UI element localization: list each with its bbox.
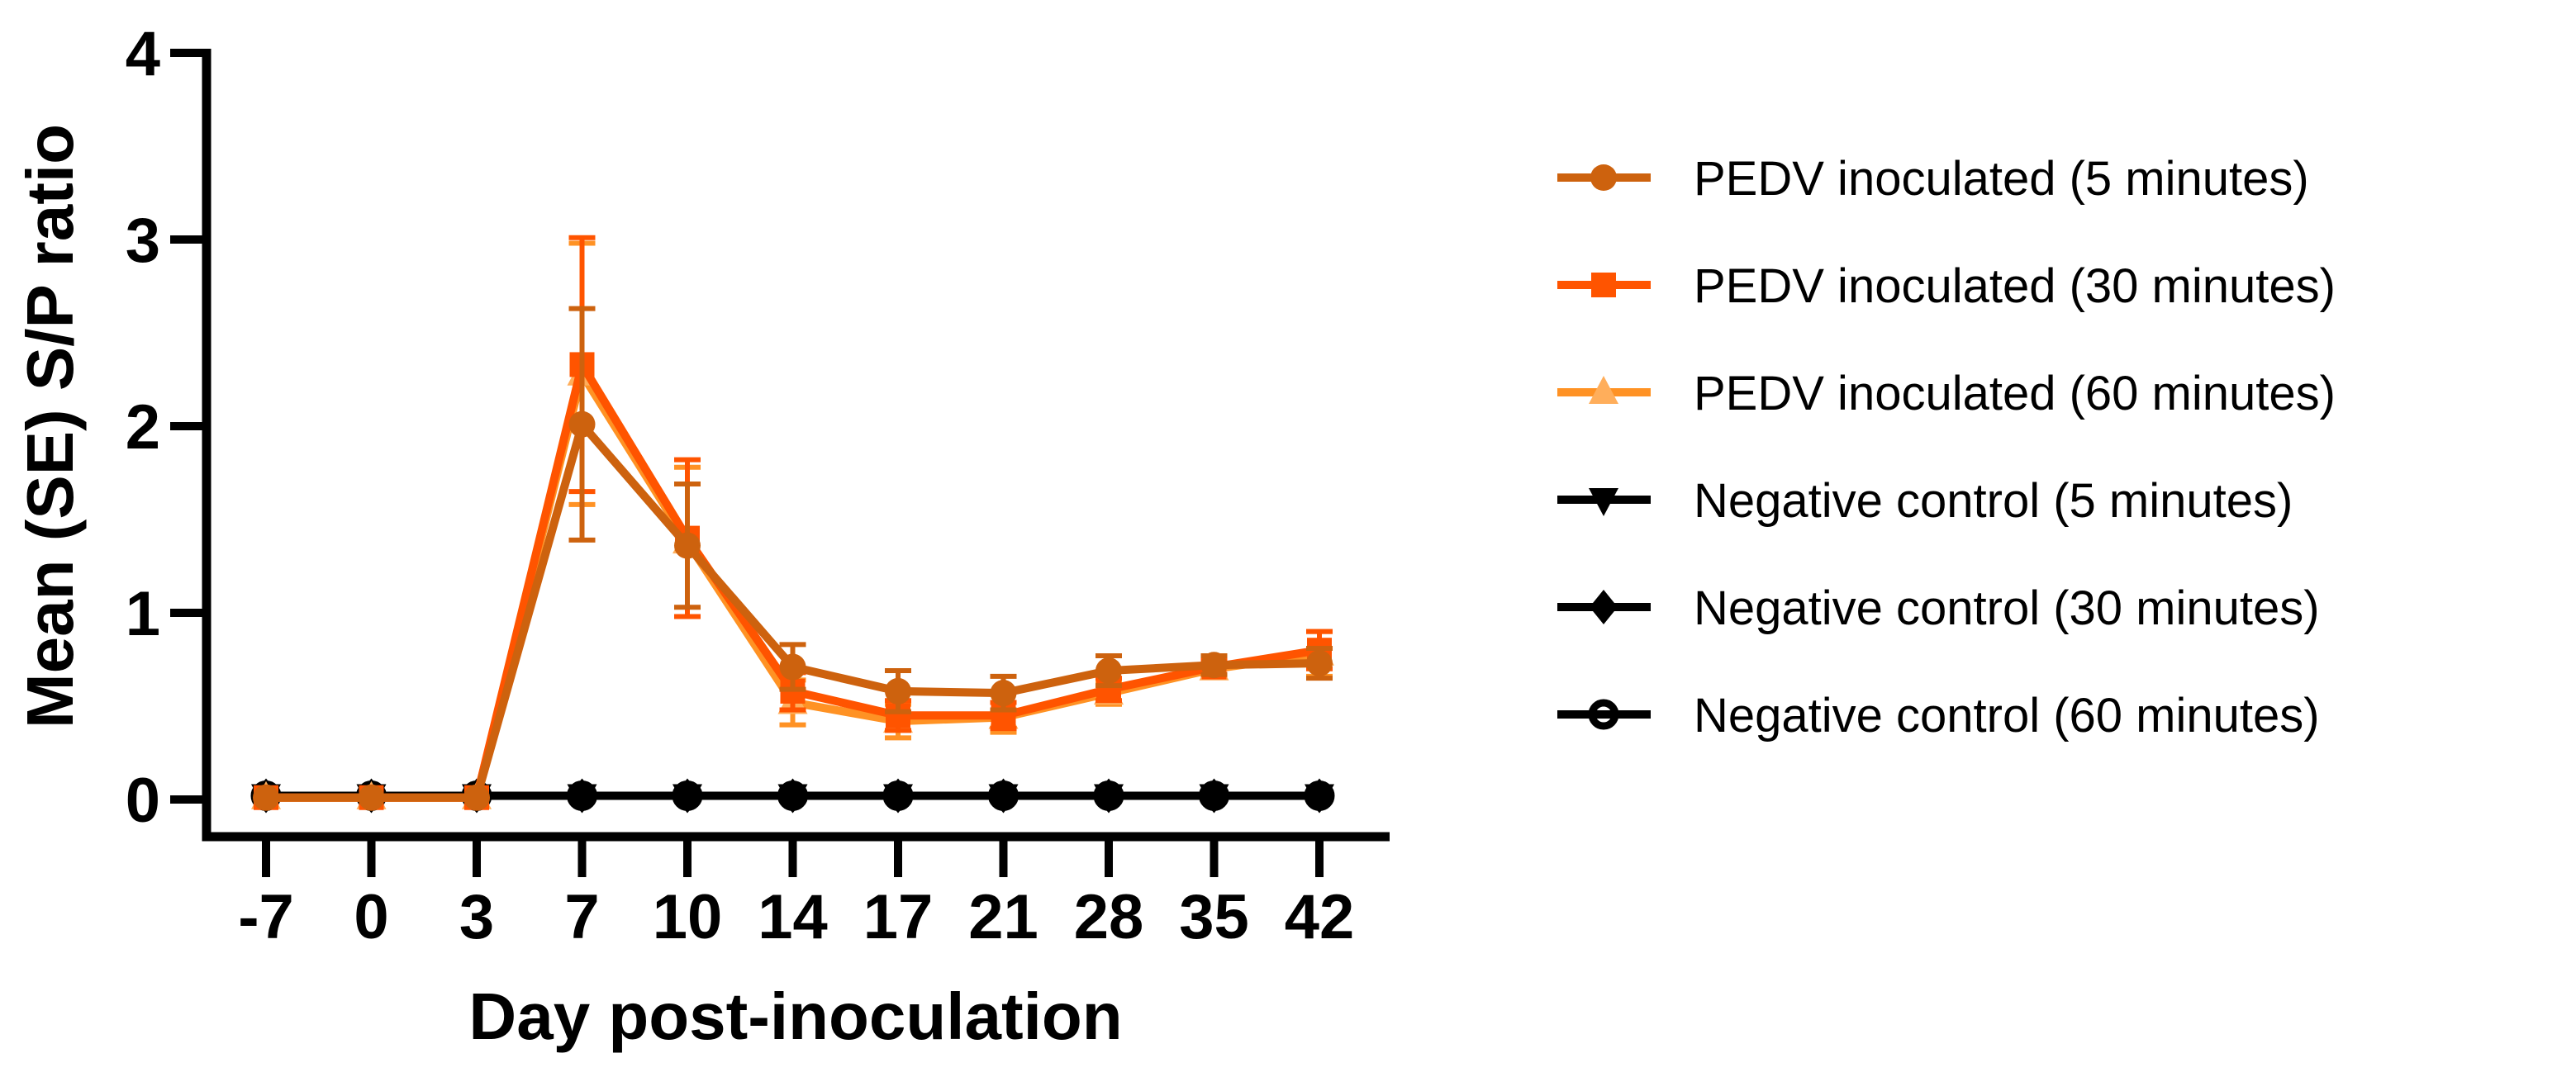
marker-circle [990,680,1017,707]
y-tick-label: 1 [126,579,160,649]
marker-circle-open [777,780,808,811]
legend-label: Negative control (30 minutes) [1694,581,2320,635]
legend-entry: Negative control (60 minutes) [1557,689,2320,743]
marker-circle [358,784,385,811]
marker-triangle-up [1589,376,1618,404]
marker-circle [674,532,701,559]
legend-label: PEDV inoculated (60 minutes) [1694,367,2336,420]
x-axis-title: Day post-inoculation [468,980,1122,1053]
marker-circle [1200,652,1228,679]
marker-diamond [1590,590,1618,624]
legend-entry: PEDV inoculated (60 minutes) [1557,367,2336,420]
legend-label: Negative control (60 minutes) [1694,689,2320,743]
x-tick-label: 3 [459,882,494,952]
legend-label: PEDV inoculated (5 minutes) [1694,152,2309,206]
marker-circle [1096,657,1122,685]
marker-circle [463,784,490,811]
marker-circle-open [988,780,1019,811]
y-axis-title: Mean (SE) S/P ratio [13,124,87,728]
marker-circle [253,784,279,811]
x-tick-label: 0 [354,882,388,952]
series-line [266,369,1320,802]
marker-triangle-down [1589,488,1618,516]
marker-circle-open [672,780,703,811]
x-tick-label: 10 [653,882,723,952]
x-tick-label: 17 [863,882,934,952]
marker-circle-open [1199,780,1229,811]
legend-entry: Negative control (30 minutes) [1557,581,2320,635]
x-tick-label: 7 [564,882,599,952]
marker-circle-open [1588,699,1619,730]
marker-circle [779,653,806,681]
x-tick-label: 14 [758,882,828,952]
x-tick-label: 28 [1074,882,1144,952]
y-tick-label: 3 [126,206,160,276]
x-tick-label: 35 [1179,882,1249,952]
marker-circle-open [567,780,597,811]
marker-circle [568,410,596,438]
y-tick-label: 2 [126,392,160,463]
marker-circle-open [1093,780,1124,811]
legend-entry: PEDV inoculated (5 minutes) [1557,152,2309,206]
legend-label: PEDV inoculated (30 minutes) [1694,259,2336,313]
legend-label: Negative control (5 minutes) [1694,474,2293,528]
x-tick-label: -7 [238,882,294,952]
marker-square [1591,273,1616,297]
series-line [266,420,1320,802]
legend: PEDV inoculated (5 minutes) PEDV inoculat… [1557,152,2336,743]
x-tick-label: 42 [1285,882,1355,952]
marker-circle [1306,650,1333,677]
marker-circle-open [882,780,914,811]
marker-circle [1590,164,1617,191]
series-line [266,360,1320,802]
y-tick-label: 0 [126,766,160,836]
legend-entry: Negative control (5 minutes) [1557,474,2293,528]
marker-circle-open [1304,780,1335,811]
marker-circle [885,677,911,705]
legend-entry: PEDV inoculated (30 minutes) [1557,259,2336,313]
y-tick-label: 4 [126,19,160,89]
x-tick-label: 21 [968,882,1038,952]
